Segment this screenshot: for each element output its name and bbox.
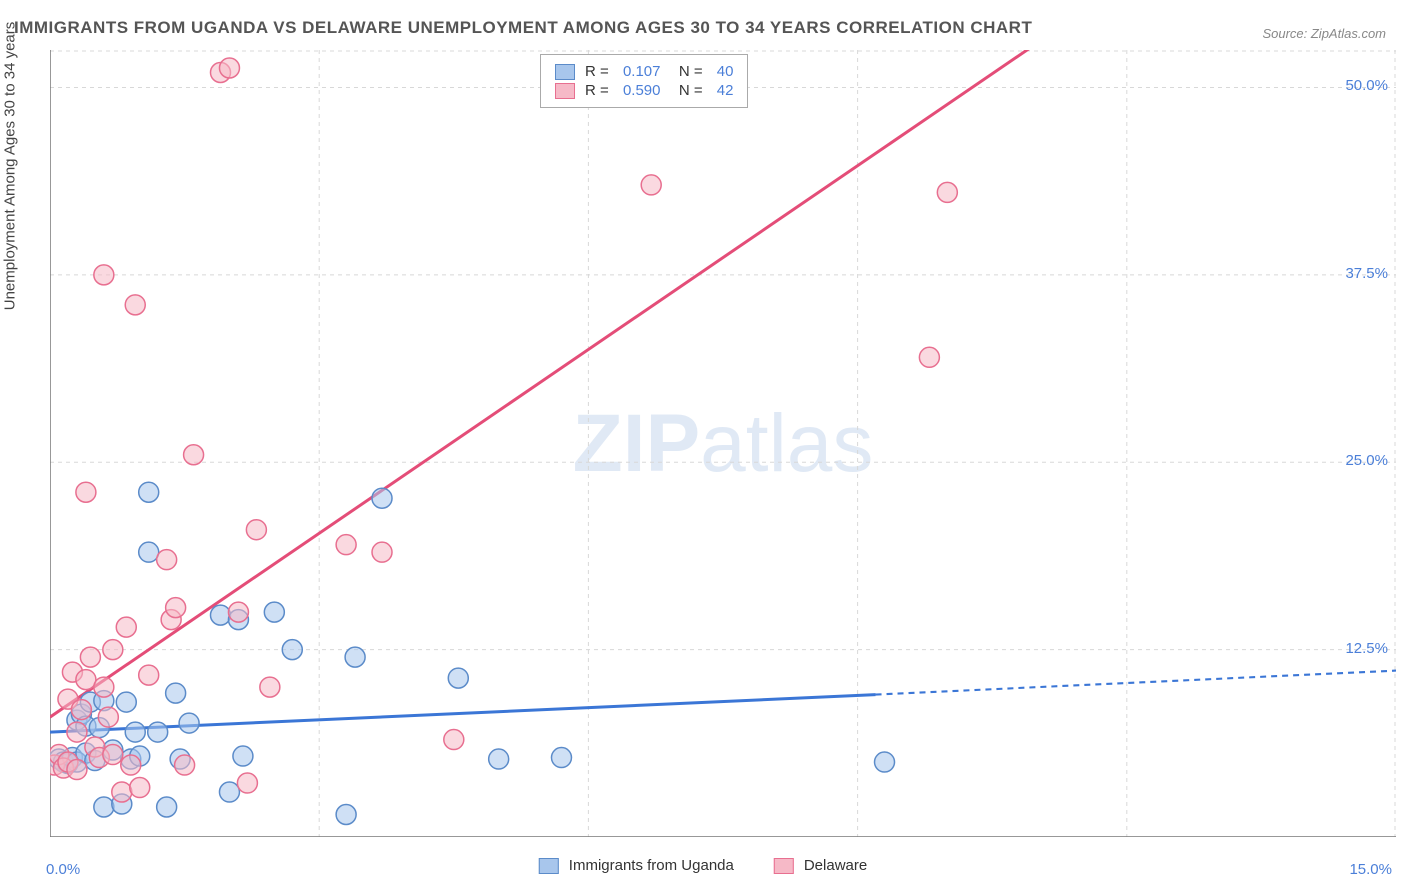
- bottom-legend-delaware-label: Delaware: [804, 857, 867, 874]
- chart-title: IMMIGRANTS FROM UGANDA VS DELAWARE UNEMP…: [14, 18, 1032, 38]
- swatch-uganda-icon: [539, 858, 559, 874]
- legend-n-label: N =: [670, 63, 706, 80]
- bottom-legend: Immigrants from Uganda Delaware: [539, 857, 867, 874]
- source-label: Source: ZipAtlas.com: [1262, 26, 1386, 41]
- y-tick-label: 50.0%: [1345, 77, 1388, 94]
- legend-row-delaware: R = 0.590 N = 42: [555, 82, 733, 99]
- bottom-legend-delaware: Delaware: [774, 857, 867, 874]
- legend-r-delaware: 0.590: [623, 82, 661, 99]
- legend-r-label: R =: [585, 82, 613, 99]
- chart-svg: [50, 50, 1396, 837]
- swatch-delaware: [555, 83, 575, 99]
- swatch-uganda: [555, 64, 575, 80]
- legend-n-label: N =: [670, 82, 706, 99]
- x-axis-max: 15.0%: [1349, 861, 1392, 878]
- y-tick-label: 12.5%: [1345, 640, 1388, 657]
- chart-plot-area: ZIPatlas R = 0.107 N = 40 R = 0.590 N = …: [50, 50, 1396, 837]
- y-axis-label: Unemployment Among Ages 30 to 34 years: [2, 22, 19, 311]
- legend-n-delaware: 42: [717, 82, 734, 99]
- swatch-delaware-icon: [774, 858, 794, 874]
- legend-r-label: R =: [585, 63, 613, 80]
- y-tick-label: 25.0%: [1345, 452, 1388, 469]
- legend-r-uganda: 0.107: [623, 63, 661, 80]
- x-axis-min: 0.0%: [46, 861, 80, 878]
- y-tick-label: 37.5%: [1345, 265, 1388, 282]
- bottom-legend-uganda: Immigrants from Uganda: [539, 857, 734, 874]
- legend-row-uganda: R = 0.107 N = 40: [555, 63, 733, 80]
- correlation-legend: R = 0.107 N = 40 R = 0.590 N = 42: [540, 54, 748, 108]
- legend-n-uganda: 40: [717, 63, 734, 80]
- bottom-legend-uganda-label: Immigrants from Uganda: [569, 857, 734, 874]
